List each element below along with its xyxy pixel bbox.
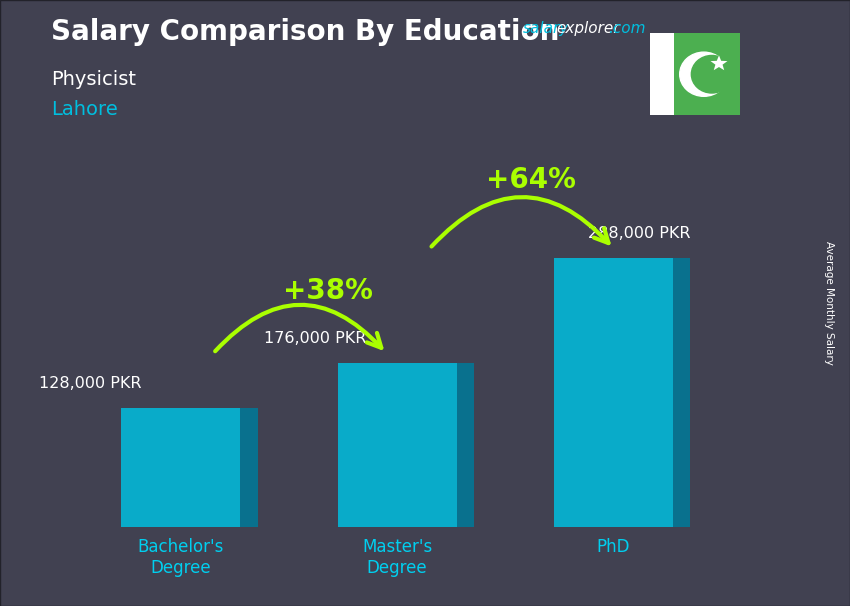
Text: 176,000 PKR: 176,000 PKR xyxy=(264,331,366,346)
Bar xyxy=(554,258,673,527)
Bar xyxy=(674,33,740,115)
Text: 128,000 PKR: 128,000 PKR xyxy=(39,376,141,391)
Polygon shape xyxy=(673,258,690,527)
Text: 288,000 PKR: 288,000 PKR xyxy=(588,226,691,241)
Text: +64%: +64% xyxy=(486,166,576,195)
Text: Salary Comparison By Education: Salary Comparison By Education xyxy=(51,18,559,46)
Text: Average Monthly Salary: Average Monthly Salary xyxy=(824,241,834,365)
Polygon shape xyxy=(241,407,258,527)
Text: Physicist: Physicist xyxy=(51,70,136,88)
Circle shape xyxy=(680,52,728,96)
Text: salary: salary xyxy=(523,21,569,36)
Text: .com: .com xyxy=(608,21,645,36)
Text: Lahore: Lahore xyxy=(51,100,118,119)
Bar xyxy=(650,33,674,115)
Circle shape xyxy=(691,56,733,93)
Text: +38%: +38% xyxy=(283,277,373,305)
Bar xyxy=(337,362,456,527)
Bar xyxy=(122,407,241,527)
Polygon shape xyxy=(456,362,474,527)
Polygon shape xyxy=(711,55,728,70)
Text: explorer: explorer xyxy=(557,21,620,36)
